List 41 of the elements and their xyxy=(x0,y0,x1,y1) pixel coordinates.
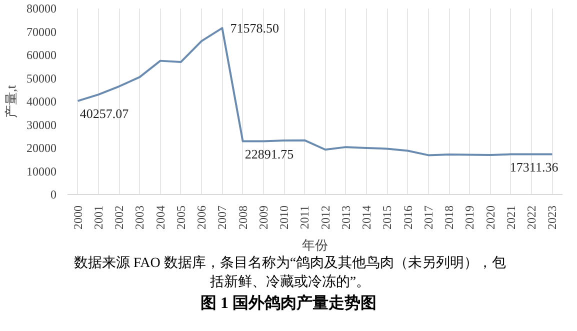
y-tick-label: 50000 xyxy=(26,71,56,86)
x-tick-label: 2020 xyxy=(483,206,498,230)
x-tick-label: 2001 xyxy=(91,206,106,230)
y-axis-title: 产量,t xyxy=(4,84,18,118)
data-label: 17311.36 xyxy=(510,159,559,174)
x-tick-label: 2014 xyxy=(360,206,374,230)
x-tick-label: 2021 xyxy=(504,206,518,230)
y-tick-label: 80000 xyxy=(26,2,56,16)
x-axis-title: 年份 xyxy=(302,238,328,252)
x-tick-label: 2010 xyxy=(277,206,292,230)
data-label: 71578.50 xyxy=(230,20,279,36)
x-tick-label: 2004 xyxy=(153,206,168,230)
x-tick-label: 2009 xyxy=(256,206,270,230)
y-tick-label: 0 xyxy=(50,188,56,202)
y-tick-label: 60000 xyxy=(26,48,56,62)
x-tick-label: 2007 xyxy=(215,206,230,230)
x-tick-label: 2016 xyxy=(400,206,415,230)
x-tick-label: 2018 xyxy=(442,206,456,230)
x-tick-label: 2002 xyxy=(112,206,126,230)
x-tick-label: 2015 xyxy=(380,206,394,230)
data-label: 40257.07 xyxy=(80,106,130,121)
source-note: 数据来源 FAO 数据库，条目名称为“鸽肉及其他鸟肉（未另列明），包括新鲜、冷藏或冷冻的”。 xyxy=(72,255,508,292)
y-tick-label: 20000 xyxy=(26,141,56,155)
text: 图 1 国外鸽肉产量走势图 xyxy=(200,293,376,314)
x-tick-label: 2023 xyxy=(545,206,560,230)
y-tick-label: 30000 xyxy=(26,118,56,132)
x-tick-label: 2022 xyxy=(524,206,539,230)
y-tick-label: 40000 xyxy=(26,94,56,108)
x-tick-label: 2006 xyxy=(194,206,209,230)
x-tick-label: 2008 xyxy=(236,206,250,230)
y-tick-label: 10000 xyxy=(26,164,56,178)
x-tick-label: 2012 xyxy=(318,206,332,230)
x-tick-label: 2013 xyxy=(338,206,353,230)
x-tick-label: 2017 xyxy=(421,206,436,230)
x-tick-label: 2019 xyxy=(462,206,477,230)
data-label: 22891.75 xyxy=(244,146,294,162)
y-tick-label: 70000 xyxy=(26,24,56,39)
x-tick-label: 2011 xyxy=(298,205,312,230)
x-tick-label: 2000 xyxy=(70,206,85,230)
x-tick-label: 2003 xyxy=(132,206,147,230)
x-tick-label: 2005 xyxy=(174,206,188,230)
